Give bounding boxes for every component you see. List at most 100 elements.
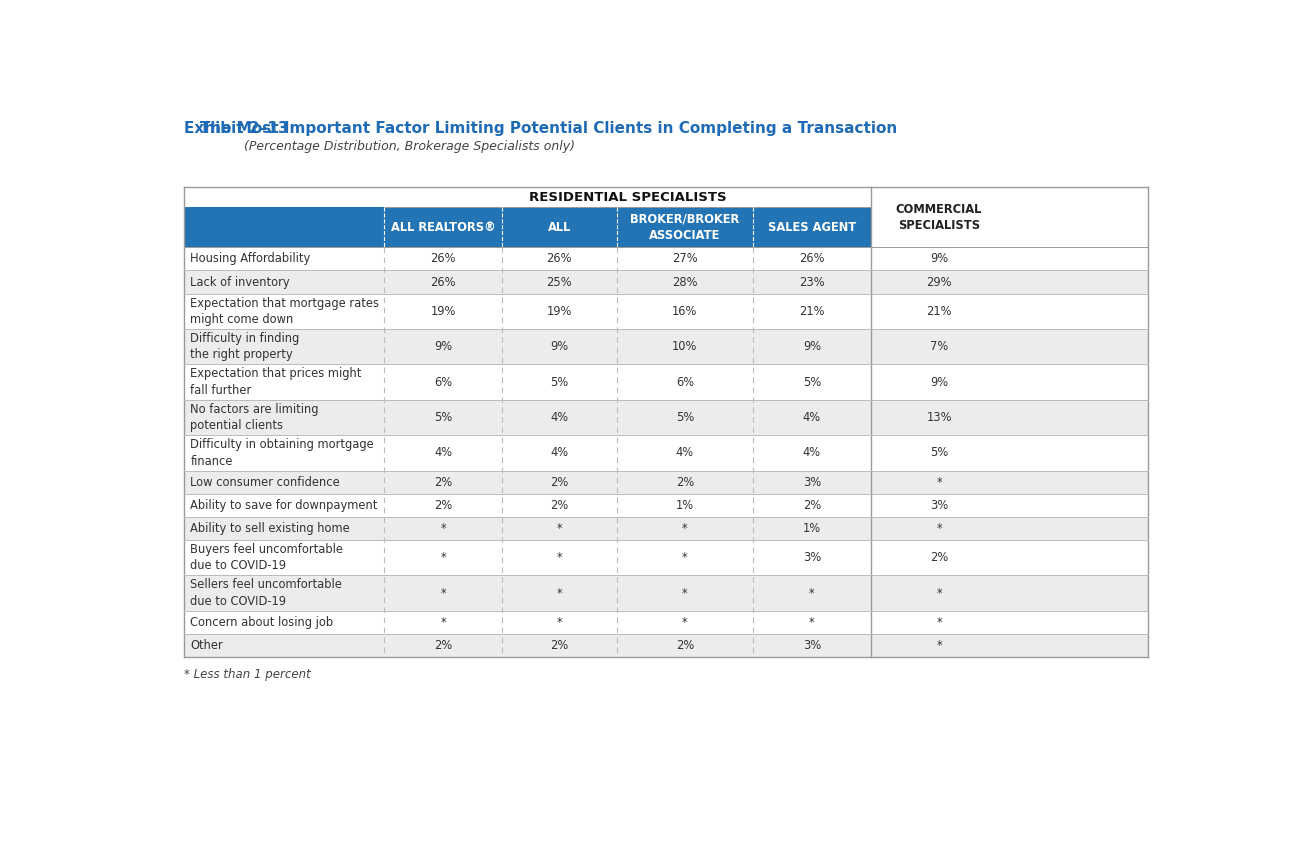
Text: 2%: 2% [550, 639, 568, 652]
Text: No factors are limiting
potential clients: No factors are limiting potential client… [190, 403, 318, 432]
Text: 3%: 3% [803, 639, 822, 652]
Text: 25%: 25% [546, 275, 572, 288]
Text: *: * [682, 522, 688, 535]
Text: *: * [556, 616, 562, 629]
Text: 4%: 4% [803, 411, 822, 424]
Bar [185, 207, 871, 247]
Text: 2%: 2% [803, 499, 822, 512]
Text: Concern about losing job: Concern about losing job [190, 616, 334, 629]
Text: Difficulty in finding
the right property: Difficulty in finding the right property [190, 332, 299, 361]
Text: 2%: 2% [550, 476, 568, 489]
Text: 7%: 7% [930, 340, 948, 353]
Text: Low consumer confidence: Low consumer confidence [190, 476, 341, 489]
Text: 2%: 2% [434, 639, 452, 652]
Text: *: * [441, 522, 446, 535]
Text: Buyers feel uncomfortable
due to COVID-19: Buyers feel uncomfortable due to COVID-1… [190, 543, 343, 572]
Text: 2%: 2% [930, 551, 948, 564]
Text: 21%: 21% [800, 305, 824, 318]
Text: Ability to save for downpayment: Ability to save for downpayment [190, 499, 378, 512]
Text: Expectation that prices might
fall further: Expectation that prices might fall furth… [190, 367, 361, 397]
Text: *: * [936, 476, 942, 489]
Text: Housing Affordability: Housing Affordability [190, 253, 311, 266]
Text: 4%: 4% [434, 446, 452, 459]
Text: Lack of inventory: Lack of inventory [190, 275, 290, 288]
Text: 21%: 21% [927, 305, 952, 318]
Text: 5%: 5% [803, 376, 822, 389]
Text: 4%: 4% [803, 446, 822, 459]
Bar [185, 540, 1148, 575]
Text: 9%: 9% [803, 340, 822, 353]
Text: 26%: 26% [546, 253, 572, 266]
Bar [185, 329, 1148, 365]
Text: *: * [809, 616, 815, 629]
Text: *: * [809, 587, 815, 600]
Text: 3%: 3% [803, 476, 822, 489]
Text: 10%: 10% [672, 340, 698, 353]
Text: ALL: ALL [547, 220, 571, 233]
Text: COMMERCIAL
SPECIALISTS: COMMERCIAL SPECIALISTS [896, 202, 983, 232]
Text: *: * [682, 616, 688, 629]
Bar [185, 575, 1148, 611]
Text: Expectation that mortgage rates
might come down: Expectation that mortgage rates might co… [190, 297, 380, 326]
Text: 9%: 9% [930, 376, 948, 389]
Text: *: * [556, 522, 562, 535]
Text: 6%: 6% [434, 376, 452, 389]
Bar [185, 611, 1148, 634]
Text: The Most Important Factor Limiting Potential Clients in Completing a Transaction: The Most Important Factor Limiting Poten… [185, 122, 897, 136]
Bar [185, 247, 1148, 271]
Text: 16%: 16% [672, 305, 698, 318]
Text: 28%: 28% [672, 275, 698, 288]
Text: 19%: 19% [430, 305, 456, 318]
Text: * Less than 1 percent: * Less than 1 percent [185, 667, 311, 681]
Text: Sellers feel uncomfortable
due to COVID-19: Sellers feel uncomfortable due to COVID-… [190, 578, 342, 608]
Text: 29%: 29% [927, 275, 952, 288]
Text: 9%: 9% [930, 253, 948, 266]
Text: *: * [441, 551, 446, 564]
Text: 2%: 2% [676, 639, 694, 652]
Text: Ability to sell existing home: Ability to sell existing home [190, 522, 350, 535]
Text: Difficulty in obtaining mortgage
finance: Difficulty in obtaining mortgage finance [190, 438, 374, 468]
Text: 3%: 3% [803, 551, 822, 564]
Bar [185, 400, 1148, 435]
Bar [871, 187, 1008, 247]
Text: 6%: 6% [676, 376, 694, 389]
Bar [185, 634, 1148, 657]
Bar [185, 271, 1148, 293]
Text: ALL REALTORS®: ALL REALTORS® [391, 220, 495, 233]
Text: *: * [936, 587, 942, 600]
Text: 19%: 19% [546, 305, 572, 318]
Text: 26%: 26% [430, 253, 456, 266]
Text: BROKER/BROKER
ASSOCIATE: BROKER/BROKER ASSOCIATE [630, 213, 740, 242]
Bar [185, 435, 1148, 470]
Text: *: * [682, 587, 688, 600]
Text: Exhibit 2–13: Exhibit 2–13 [185, 122, 289, 136]
Text: *: * [556, 551, 562, 564]
Bar [185, 365, 1148, 400]
Text: *: * [936, 639, 942, 652]
Text: 3%: 3% [930, 499, 948, 512]
Text: 4%: 4% [676, 446, 694, 459]
Text: 9%: 9% [434, 340, 452, 353]
Text: 4%: 4% [550, 446, 568, 459]
Text: *: * [936, 522, 942, 535]
Bar [185, 494, 1148, 516]
Bar [185, 293, 1148, 329]
Text: 26%: 26% [800, 253, 824, 266]
Text: (Percentage Distribution, Brokerage Specialists only): (Percentage Distribution, Brokerage Spec… [244, 141, 575, 154]
Text: 2%: 2% [550, 499, 568, 512]
Text: 27%: 27% [672, 253, 698, 266]
Text: 2%: 2% [676, 476, 694, 489]
Text: 26%: 26% [430, 275, 456, 288]
Text: 5%: 5% [930, 446, 948, 459]
Text: 1%: 1% [803, 522, 822, 535]
Text: Other: Other [190, 639, 224, 652]
Text: RESIDENTIAL SPECIALISTS: RESIDENTIAL SPECIALISTS [529, 191, 727, 204]
Text: 5%: 5% [434, 411, 452, 424]
Text: 13%: 13% [927, 411, 952, 424]
Text: *: * [556, 587, 562, 600]
Text: 5%: 5% [676, 411, 694, 424]
Text: 4%: 4% [550, 411, 568, 424]
Text: 23%: 23% [800, 275, 824, 288]
Text: SALES AGENT: SALES AGENT [768, 220, 857, 233]
Text: *: * [441, 616, 446, 629]
